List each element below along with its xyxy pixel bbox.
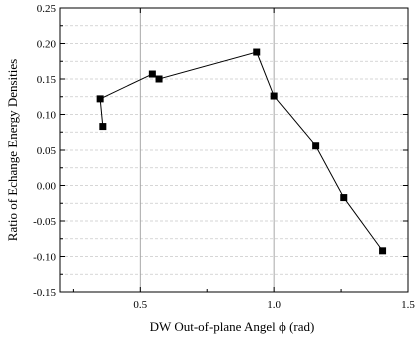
data-point xyxy=(312,142,320,150)
x-tick-label: 1.5 xyxy=(401,299,415,311)
y-tick-label: 0.00 xyxy=(37,181,57,193)
x-tick-label: 1.0 xyxy=(267,299,281,311)
data-point xyxy=(253,48,261,56)
y-tick-label: -0.05 xyxy=(33,216,56,228)
y-axis-title: Ratio of Echange Energy Densities xyxy=(5,59,20,241)
y-tick-label: -0.10 xyxy=(33,252,56,264)
y-tick-label: 0.05 xyxy=(37,145,57,157)
data-point xyxy=(99,123,107,131)
tick-labels: -0.15 -0.10 -0.05 0.00 0.05 0.10 0.15 0.20 0.25 0… xyxy=(33,3,415,311)
grid xyxy=(60,8,408,292)
y-tick-label: 0.10 xyxy=(37,110,57,122)
x-tick-label: 0.5 xyxy=(133,299,147,311)
y-tick-label: -0.15 xyxy=(33,287,56,299)
data-point xyxy=(155,75,163,83)
series xyxy=(96,48,387,255)
data-point xyxy=(148,70,156,78)
ticks xyxy=(60,7,409,293)
data-point xyxy=(270,92,278,100)
data-point xyxy=(340,194,348,202)
y-tick-label: 0.25 xyxy=(37,3,57,15)
data-point xyxy=(96,95,104,103)
x-axis-title: DW Out-of-plane Angel ϕ (rad) xyxy=(150,319,315,334)
data-point xyxy=(379,247,387,255)
y-tick-label: 0.20 xyxy=(37,39,57,51)
y-tick-label: 0.15 xyxy=(37,74,57,86)
